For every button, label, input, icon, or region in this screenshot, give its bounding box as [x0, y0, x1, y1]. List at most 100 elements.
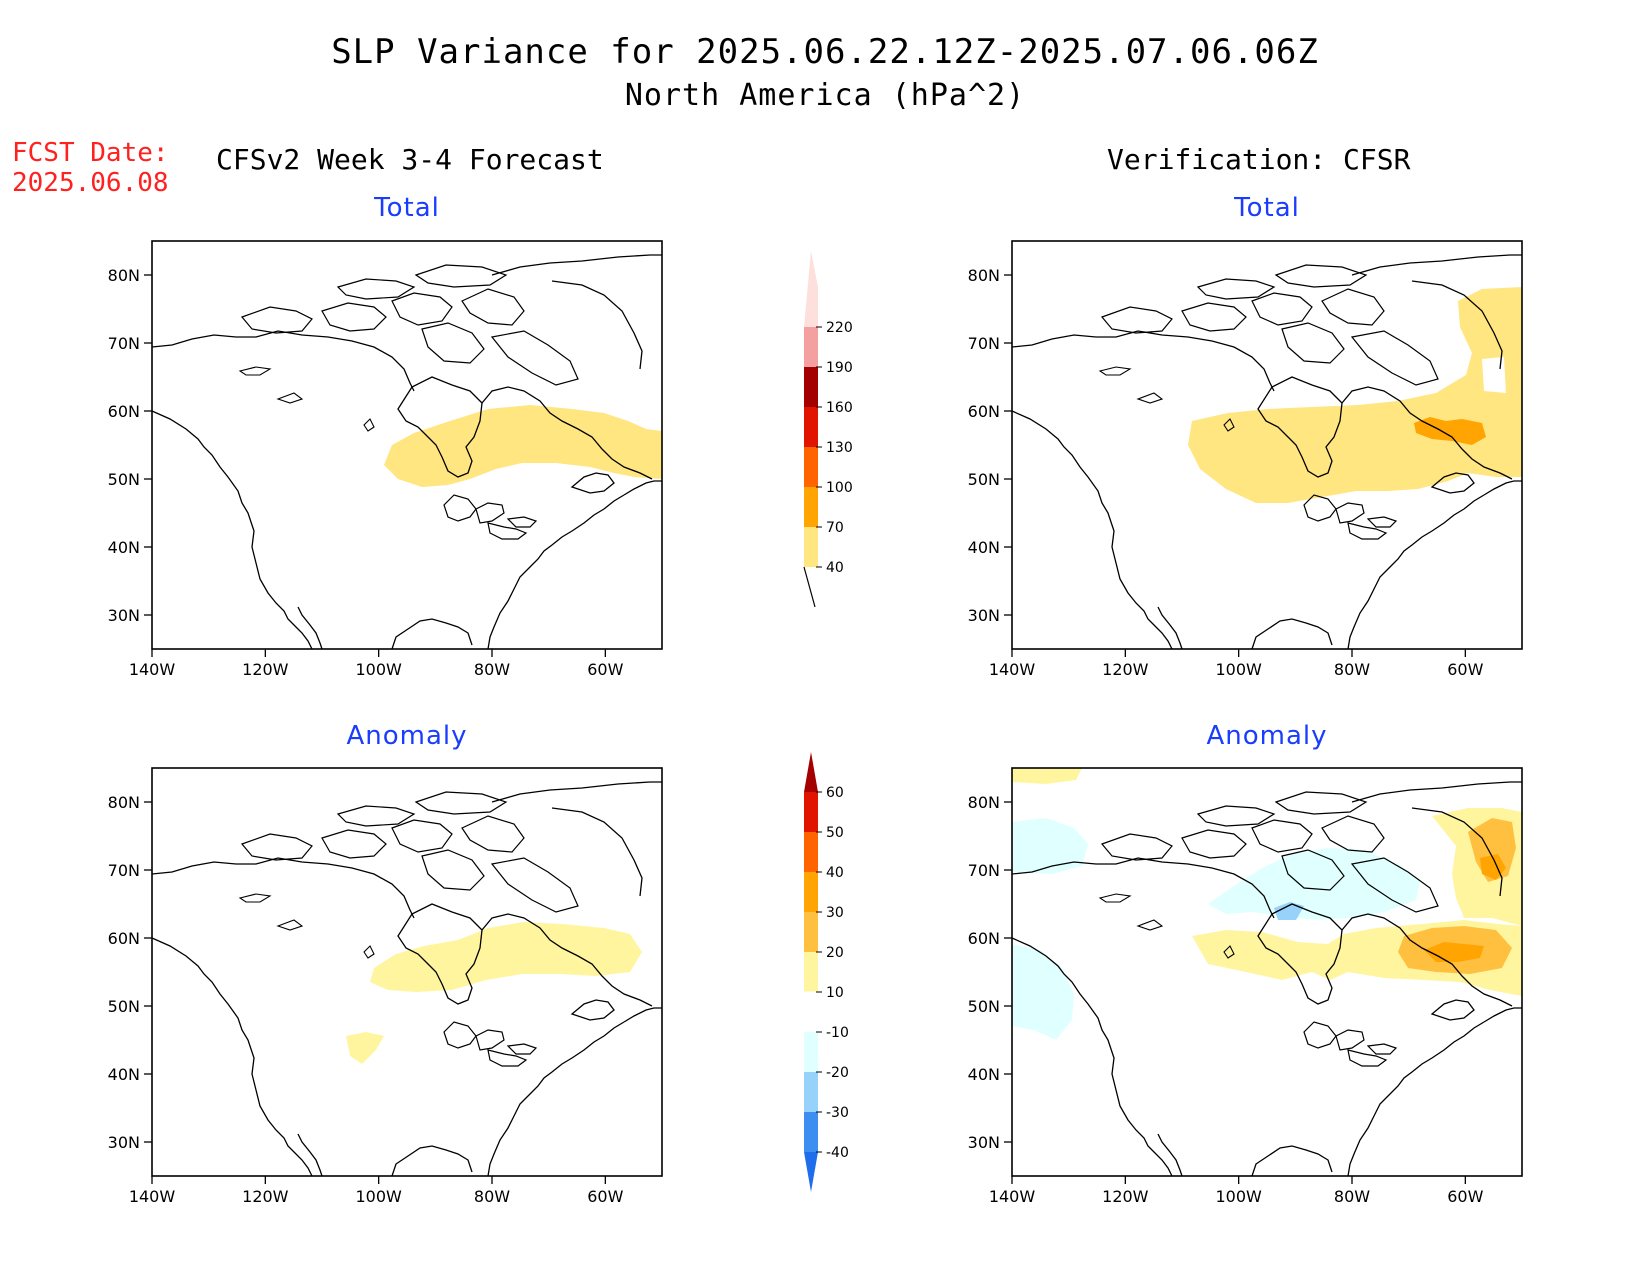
lat-label-forecast-total-0: 80N: [108, 266, 140, 285]
map-panel-verification-total: [1011, 240, 1523, 650]
column-title-forecast: CFSv2 Week 3-4 Forecast: [216, 143, 604, 176]
shade-verification-total-orange: [1414, 417, 1486, 445]
lat-label-verification-anomaly-0: 80N: [968, 793, 1000, 812]
lon-label-verification-anomaly-2: 100W: [1215, 1187, 1262, 1206]
lat-label-forecast-anomaly-3: 50N: [108, 997, 140, 1016]
lon-label-forecast-anomaly-2: 100W: [355, 1187, 402, 1206]
colorbar-total-label-4: 160: [826, 400, 853, 416]
shade-forecast-anomaly-blob: [346, 1032, 384, 1064]
shade-verification-anomaly-yellow-top: [1012, 768, 1082, 784]
colorbar-total-label-1: 70: [826, 520, 844, 536]
lon-label-verification-total-3: 80W: [1334, 660, 1370, 679]
colorbar-total-label-0: 40: [826, 560, 844, 576]
colorbar-anomaly-swatch-10: [804, 1152, 818, 1192]
colorbar-total-label-5: 190: [826, 360, 853, 376]
lat-label-verification-anomaly-5: 30N: [968, 1133, 1000, 1152]
lat-label-verification-anomaly-3: 50N: [968, 997, 1000, 1016]
lon-label-forecast-anomaly-3: 80W: [474, 1187, 510, 1206]
colorbar-anomaly-label-6: -10: [826, 1025, 849, 1041]
colorbar-anomaly-label-1: 50: [826, 825, 844, 841]
lat-label-forecast-anomaly-2: 60N: [108, 929, 140, 948]
map-panel-forecast-total: [151, 240, 663, 650]
lat-label-verification-anomaly-4: 40N: [968, 1065, 1000, 1084]
lon-label-verification-total-1: 120W: [1102, 660, 1149, 679]
lon-label-forecast-anomaly-0: 140W: [129, 1187, 176, 1206]
panel-title-forecast-total: Total: [374, 193, 440, 223]
colorbar-anomaly-swatch-5: [804, 952, 818, 992]
fcst-date-value: 2025.06.08: [12, 168, 169, 198]
lat-label-forecast-total-5: 30N: [108, 606, 140, 625]
colorbar-anomaly-label-9: -40: [826, 1145, 849, 1161]
lat-label-verification-total-4: 40N: [968, 538, 1000, 557]
colorbar-total-swatch-6: [804, 251, 818, 327]
colorbar-total-swatch-2: [804, 447, 818, 487]
column-title-verification: Verification: CFSR: [1107, 143, 1411, 176]
colorbar-anomaly-label-5: 10: [826, 985, 844, 1001]
colorbar-anomaly-label-7: -20: [826, 1065, 849, 1081]
lat-label-forecast-total-4: 40N: [108, 538, 140, 557]
colorbar-anomaly-swatch-0: [804, 752, 818, 792]
lat-label-forecast-total-2: 60N: [108, 402, 140, 421]
lat-label-forecast-total-1: 70N: [108, 334, 140, 353]
shade-verification-anomaly-cyan-sw: [1012, 944, 1074, 1040]
lon-label-verification-total-2: 100W: [1215, 660, 1262, 679]
colorbar-anomaly-swatch-9: [804, 1112, 818, 1152]
lon-label-verification-anomaly-3: 80W: [1334, 1187, 1370, 1206]
lon-label-forecast-total-4: 60W: [587, 660, 623, 679]
colorbar-anomaly-swatch-2: [804, 832, 818, 872]
shade-verification-total-gap: [1482, 357, 1506, 393]
lon-label-forecast-anomaly-4: 60W: [587, 1187, 623, 1206]
colorbar-anomaly-label-0: 60: [826, 785, 844, 801]
map-subtitle: North America (hPa^2): [624, 78, 1026, 113]
lon-label-forecast-total-0: 140W: [129, 660, 176, 679]
lat-label-verification-total-3: 50N: [968, 470, 1000, 489]
colorbar-total-label-3: 130: [826, 440, 853, 456]
colorbar-anomaly-swatch-8: [804, 1072, 818, 1112]
shade-forecast-anomaly-band: [370, 922, 642, 992]
map-panel-verification-anomaly: [1011, 767, 1523, 1177]
map-title: SLP Variance for 2025.06.22.12Z-2025.07.…: [331, 32, 1319, 72]
colorbar-anomaly-swatch-3: [804, 872, 818, 912]
shade-forecast-total-band: [384, 405, 662, 487]
lon-label-forecast-total-2: 100W: [355, 660, 402, 679]
colorbar-total: 40 70 100 130 160 190 220: [803, 251, 853, 608]
lon-label-forecast-total-1: 120W: [242, 660, 289, 679]
lat-label-forecast-anomaly-0: 80N: [108, 793, 140, 812]
colorbar-anomaly-swatch-1: [804, 792, 818, 832]
colorbar-anomaly-swatch-7: [804, 1032, 818, 1072]
shade-verification-anomaly-cyan-north: [1208, 848, 1420, 920]
lat-label-forecast-anomaly-1: 70N: [108, 861, 140, 880]
shade-verification-total-band: [1188, 287, 1522, 503]
lat-label-forecast-anomaly-4: 40N: [108, 1065, 140, 1084]
panel-title-forecast-anomaly: Anomaly: [346, 721, 468, 751]
colorbar-anomaly-label-2: 40: [826, 865, 844, 881]
shade-verification-anomaly-cyan-west: [1012, 818, 1088, 874]
lon-label-forecast-total-3: 80W: [474, 660, 510, 679]
colorbar-anomaly-label-3: 30: [826, 905, 844, 921]
lat-label-verification-total-5: 30N: [968, 606, 1000, 625]
colorbar-total-swatch-3: [804, 407, 818, 447]
panel-title-verification-anomaly: Anomaly: [1206, 721, 1328, 751]
colorbar-total-label-2: 100: [826, 480, 853, 496]
lon-label-verification-anomaly-1: 120W: [1102, 1187, 1149, 1206]
colorbar-total-swatch-0: [804, 527, 818, 567]
colorbar-anomaly-swatch-4: [804, 912, 818, 952]
colorbar-total-swatch-4: [804, 367, 818, 407]
lon-label-forecast-anomaly-1: 120W: [242, 1187, 289, 1206]
colorbar-total-swatch-5: [804, 327, 818, 367]
lon-label-verification-anomaly-0: 140W: [989, 1187, 1036, 1206]
colorbar-total-label-6: 220: [826, 320, 853, 336]
lat-label-verification-anomaly-1: 70N: [968, 861, 1000, 880]
lon-label-verification-anomaly-4: 60W: [1447, 1187, 1483, 1206]
lat-label-forecast-total-3: 50N: [108, 470, 140, 489]
lon-label-verification-total-4: 60W: [1447, 660, 1483, 679]
lat-label-verification-total-1: 70N: [968, 334, 1000, 353]
lon-label-verification-total-0: 140W: [989, 660, 1036, 679]
colorbar-anomaly-label-4: 20: [826, 945, 844, 961]
fcst-date-label: FCST Date:: [12, 138, 169, 168]
panel-title-verification-total: Total: [1234, 193, 1300, 223]
lat-label-forecast-anomaly-5: 30N: [108, 1133, 140, 1152]
colorbar-anomaly-swatch-6: [803, 991, 819, 1033]
lat-label-verification-total-0: 80N: [968, 266, 1000, 285]
